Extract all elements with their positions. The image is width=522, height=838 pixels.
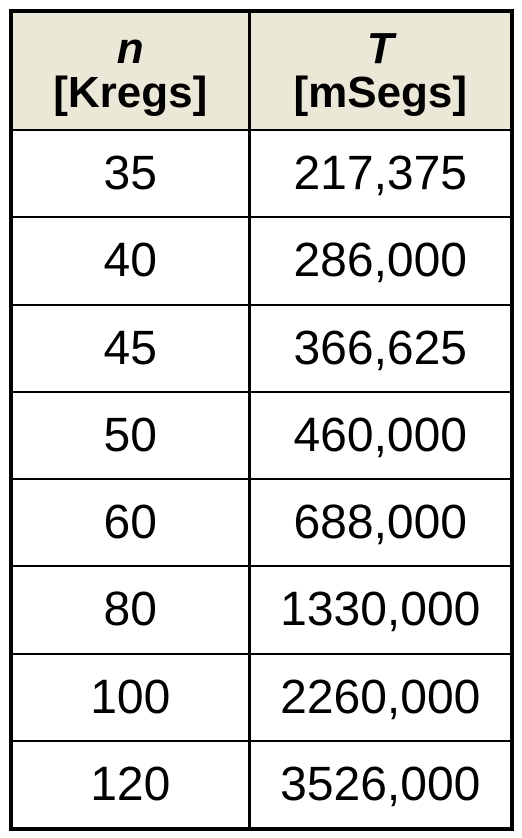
cell-t: 366,625 bbox=[248, 303, 510, 393]
cell-t: 286,000 bbox=[248, 216, 510, 306]
header-t-unit: [mSegs] bbox=[293, 68, 468, 117]
cell-t: 460,000 bbox=[248, 390, 510, 481]
cell-t: 2260,000 bbox=[248, 652, 510, 742]
cell-n: 120 bbox=[13, 739, 251, 827]
table-row: 40 286,000 bbox=[13, 216, 510, 306]
cell-n: 100 bbox=[13, 652, 251, 742]
cell-n: 40 bbox=[13, 216, 251, 306]
table-row: 100 2260,000 bbox=[13, 652, 510, 742]
cell-t: 1330,000 bbox=[248, 565, 510, 655]
cell-t: 688,000 bbox=[248, 477, 510, 568]
cell-n: 50 bbox=[13, 390, 251, 481]
table-row: 50 460,000 bbox=[13, 390, 510, 481]
cell-n: 45 bbox=[13, 303, 251, 393]
data-table: n [Kregs] T [mSegs] 35 217,375 40 286,00… bbox=[9, 9, 514, 831]
cell-n: 80 bbox=[13, 565, 251, 655]
header-n: n [Kregs] bbox=[13, 13, 251, 131]
header-t-variable: T bbox=[366, 24, 394, 73]
table-row: 45 366,625 bbox=[13, 303, 510, 393]
n-vs-t-table: n [Kregs] T [mSegs] 35 217,375 40 286,00… bbox=[13, 13, 510, 827]
table-row: 35 217,375 bbox=[13, 128, 510, 219]
cell-n: 35 bbox=[13, 128, 251, 219]
table-row: 120 3526,000 bbox=[13, 739, 510, 827]
header-t: T [mSegs] bbox=[248, 13, 510, 131]
cell-t: 3526,000 bbox=[248, 739, 510, 827]
cell-t: 217,375 bbox=[248, 128, 510, 219]
cell-n: 60 bbox=[13, 477, 251, 568]
header-row: n [Kregs] T [mSegs] bbox=[13, 13, 510, 131]
table-row: 60 688,000 bbox=[13, 477, 510, 568]
header-n-variable: n bbox=[116, 24, 144, 73]
table-row: 80 1330,000 bbox=[13, 565, 510, 655]
header-n-unit: [Kregs] bbox=[53, 68, 208, 117]
